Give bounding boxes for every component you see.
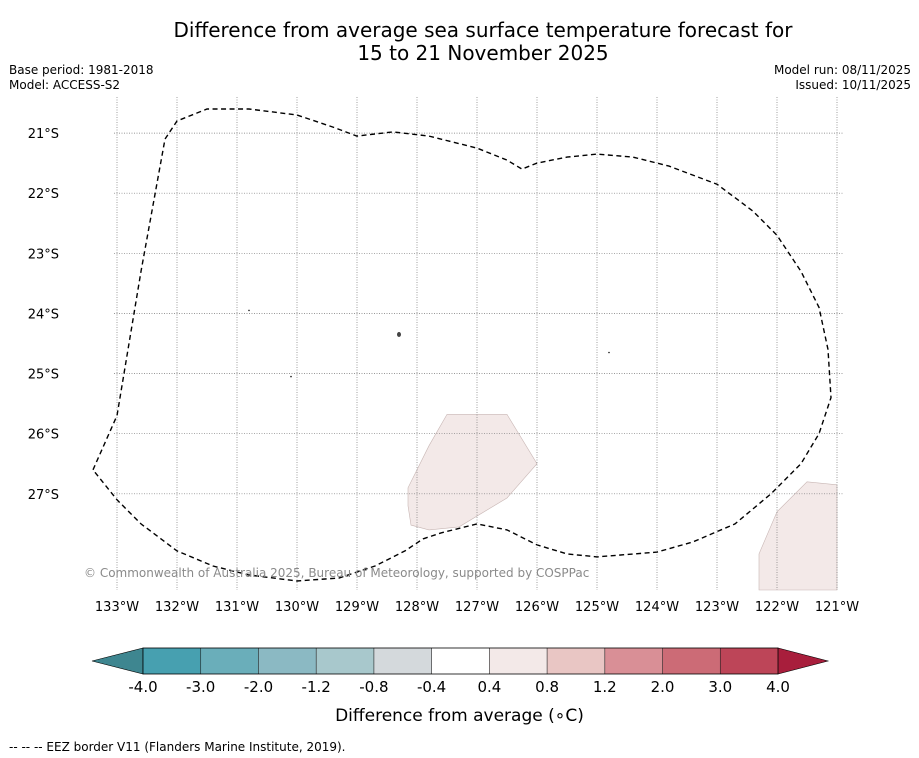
longitude-label: 129°W	[335, 600, 379, 615]
copyright-notice: © Commonwealth of Australia 2025, Bureau…	[84, 566, 589, 580]
longitude-label: 123°W	[695, 600, 739, 615]
colorbar-tick-label: -0.8	[359, 678, 388, 696]
latitude-label: 23°S	[28, 247, 59, 262]
colorbar-swatch	[547, 648, 606, 674]
colorbar-under-arrow	[91, 647, 144, 675]
eez-border-line	[92, 108, 832, 582]
longitude-label: 121°W	[815, 600, 859, 615]
map-gridlines	[114, 97, 843, 590]
latitude-label: 21°S	[28, 127, 59, 142]
colorbar-swatch	[258, 648, 317, 674]
latitude-label: 26°S	[28, 428, 59, 443]
latitude-label: 22°S	[28, 187, 59, 202]
longitude-label: 133°W	[95, 600, 139, 615]
longitude-label: 125°W	[575, 600, 619, 615]
longitude-label: 131°W	[215, 600, 259, 615]
title-line-2: 15 to 21 November 2025	[357, 41, 609, 65]
colorbar-title: Difference from average (∘C)	[335, 706, 584, 726]
colorbar-tick-label: 1.2	[593, 678, 617, 696]
island-dot	[397, 332, 401, 337]
colorbar-frame	[142, 647, 779, 675]
base-period: Base period: 1981-2018	[9, 63, 154, 77]
colorbar-swatch	[373, 648, 432, 674]
colorbar-tick-labels: -4.0 -3.0 -2.0 -1.2 -0.8 -0.4 0.4 0.8 1.2 2.0 3.0 4…	[128, 678, 790, 696]
longitude-label: 128°W	[395, 600, 439, 615]
footnote: -- -- -- EEZ border V11 (Flanders Marine…	[9, 740, 346, 754]
colorbar-swatch	[720, 648, 779, 674]
latitude-label: 25°S	[28, 368, 59, 383]
longitude-label: 132°W	[155, 600, 199, 615]
latitude-label: 24°S	[28, 307, 59, 322]
chart-title: Difference from average sea surface temp…	[140, 19, 826, 65]
meta-right: Model run: 08/11/2025 Issued: 10/11/2025	[774, 63, 911, 93]
longitude-label: 122°W	[755, 600, 799, 615]
anomaly-patch-1	[407, 414, 538, 531]
colorbar-tick-label: -2.0	[244, 678, 273, 696]
colorbar-tick-label: 0.4	[477, 678, 501, 696]
colorbar-tick-label: -0.4	[417, 678, 446, 696]
anomaly-patch-2	[758, 481, 838, 591]
colorbar-tick-label: -1.2	[302, 678, 331, 696]
longitude-label: 130°W	[275, 600, 319, 615]
colorbar-swatch	[200, 648, 259, 674]
model-name: Model: ACCESS-S2	[9, 78, 121, 92]
colorbar-tick-label: 4.0	[766, 678, 790, 696]
latitude-labels: 21°S 22°S 23°S 24°S 25°S 26°S 27°S	[28, 127, 59, 503]
longitude-labels: 133°W 132°W 131°W 130°W 129°W 128°W 127°W 126°W…	[95, 600, 859, 615]
longitude-label: 126°W	[515, 600, 559, 615]
island-dot	[248, 309, 250, 312]
colorbar-tick-label: -3.0	[186, 678, 215, 696]
island-dot	[608, 351, 610, 354]
meta-left: Base period: 1981-2018 Model: ACCESS-S2	[9, 63, 154, 93]
islands	[248, 309, 610, 378]
title-line-1: Difference from average sea surface temp…	[173, 18, 793, 42]
colorbar-swatch	[604, 648, 663, 674]
colorbar-swatch	[431, 648, 490, 674]
colorbar-over-arrow	[777, 647, 830, 675]
colorbar-swatch	[662, 648, 721, 674]
colorbar-tick-label: 3.0	[708, 678, 732, 696]
colorbar-tick-label: -4.0	[128, 678, 157, 696]
longitude-label: 127°W	[455, 600, 499, 615]
colorbar-swatch	[489, 648, 548, 674]
longitude-label: 124°W	[635, 600, 679, 615]
model-run: Model run: 08/11/2025	[773, 63, 911, 77]
colorbar-tick-label: 2.0	[651, 678, 675, 696]
issued-date: Issued: 10/11/2025	[795, 78, 911, 92]
colorbar-swatch	[143, 648, 202, 674]
latitude-label: 27°S	[28, 488, 59, 503]
colorbar-swatch	[316, 648, 375, 674]
anomaly-patches	[407, 414, 838, 591]
colorbar-tick-label: 0.8	[535, 678, 559, 696]
colorbar	[91, 647, 830, 675]
island-dot	[290, 375, 292, 378]
